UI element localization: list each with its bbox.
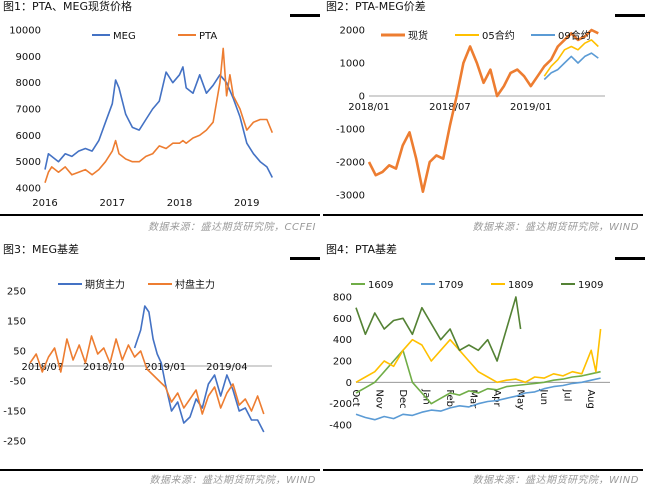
y-tick-label: -1000 [336, 125, 365, 136]
legend-label: 1909 [578, 280, 603, 291]
chart-title: 图1：PTA、MEG现货价格 [3, 0, 132, 13]
legend-label: 1809 [508, 280, 533, 291]
y-tick-label: 8000 [16, 78, 41, 89]
x-tick-label: 2018/01 [348, 102, 390, 113]
chart-title: 图3：MEG基差 [3, 243, 79, 256]
x-tick-label: Oct [350, 389, 361, 406]
y-tick-label: 7000 [16, 105, 41, 116]
panel-pta-meg-spread: 图2：PTA-MEG价差 -3000 -2000 -1000 0 1000 2000 201… [323, 0, 645, 243]
chart-title: 图4：PTA基差 [326, 243, 398, 256]
chart-meg-basis: -250 -150 -50 50 150 250 2018/07 2018/10 2019/01… [3, 278, 272, 448]
y-tick-label: 1000 [340, 59, 365, 70]
y-tick-label: -200 [329, 399, 352, 410]
x-tick-label: Dec [397, 389, 408, 408]
x-tick-label: 2019/04 [206, 362, 248, 373]
y-tick-label: 200 [333, 357, 352, 368]
y-tick-label: 10000 [9, 26, 41, 37]
series-line-1709 [355, 377, 601, 421]
y-tick-label: 0 [346, 378, 352, 389]
legend-label: 1609 [368, 280, 393, 291]
series-line-现货 [367, 28, 599, 193]
x-tick-label: 2018/07 [429, 102, 471, 113]
y-tick-label: -2000 [336, 158, 365, 169]
x-tick-label: 2017 [100, 198, 125, 209]
legend-label: 村盘主力 [175, 278, 215, 291]
x-tick-label: Nov [374, 389, 385, 409]
chart-meg-pta-price: 4000 5000 6000 7000 8000 9000 10000 2016 2017 201… [9, 26, 274, 209]
y-tick-label: 9000 [16, 52, 41, 63]
y-tick-label: 400 [333, 335, 352, 346]
series-line-村盘主力 [29, 335, 265, 415]
x-tick-label: 2018/10 [83, 362, 125, 373]
x-tick-label: Aug [585, 389, 596, 409]
y-tick-label: -400 [329, 421, 352, 432]
x-tick-label: 2019/01 [510, 102, 552, 113]
bottom-rule [0, 469, 320, 471]
y-tick-label: 0 [359, 92, 365, 103]
bottom-rule [0, 214, 320, 216]
x-tick-label: Feb [444, 389, 455, 407]
title-rule [615, 14, 645, 17]
legend-label: PTA [199, 31, 217, 42]
y-tick-label: 4000 [16, 184, 41, 195]
x-tick-label: 2018 [167, 198, 192, 209]
legend-label: 现货 [408, 29, 428, 42]
source-note: 数据来源：盛达期货研究院，WIND [472, 475, 639, 486]
source-note: 数据来源：盛达期货研究院，CCFEI [148, 222, 316, 233]
title-rule [290, 257, 320, 260]
x-tick-label: Apr [491, 389, 502, 407]
x-tick-label: Jun [538, 388, 549, 405]
y-tick-label: 5000 [16, 157, 41, 168]
chart-pta-meg-spread: -3000 -2000 -1000 0 1000 2000 2018/01 2018/07 20… [336, 26, 605, 202]
y-tick-label: 50 [13, 347, 26, 358]
x-tick-label: 2018/07 [22, 362, 64, 373]
x-tick-label: 2016 [32, 198, 57, 209]
series-line-期货主力 [133, 305, 265, 433]
y-tick-label: 600 [333, 314, 352, 325]
legend-label: 1709 [438, 280, 463, 291]
chart-title: 图2：PTA-MEG价差 [326, 0, 426, 13]
panel-pta-basis: 图4：PTA基差 -400 -200 0 200 400 600 800 Oct Nov Dec J… [323, 243, 645, 486]
y-tick-label: -3000 [336, 191, 365, 202]
source-note: 数据来源：盛达期货研究院，WIND [472, 222, 639, 233]
title-rule [615, 257, 645, 260]
series-line-09合约 [543, 52, 599, 81]
series-line-1609 [355, 349, 601, 405]
bottom-rule [323, 469, 643, 471]
y-tick-label: -250 [3, 437, 26, 448]
series-line-PTA [44, 47, 274, 183]
y-tick-label: 6000 [16, 131, 41, 142]
x-tick-label: Mar [468, 389, 479, 409]
x-tick-label: 2019 [234, 198, 259, 209]
y-tick-label: 250 [7, 287, 26, 298]
series-line-1909 [355, 296, 522, 362]
series-line-MEG [44, 66, 274, 178]
legend-label: 05合约 [482, 29, 515, 42]
x-tick-label: Jul [562, 388, 573, 401]
legend-label: MEG [113, 31, 136, 42]
y-tick-label: -150 [3, 407, 26, 418]
y-tick-label: -50 [10, 377, 26, 388]
title-rule [290, 14, 320, 17]
legend-label: 09合约 [558, 29, 591, 42]
x-tick-label: 2019/01 [145, 362, 187, 373]
y-tick-label: 150 [7, 317, 26, 328]
x-tick-label: May [515, 389, 526, 410]
panel-meg-basis: 图3：MEG基差 -250 -150 -50 50 150 250 2018/07 2018/… [0, 243, 320, 486]
y-tick-label: 800 [333, 293, 352, 304]
legend-label: 期货主力 [85, 278, 125, 291]
source-note: 数据来源：盛达期货研究院，WIND [149, 475, 316, 486]
bottom-rule [323, 214, 643, 216]
panel-meg-pta-price: 图1：PTA、MEG现货价格 4000 5000 6000 7000 8000 9000 1… [0, 0, 320, 243]
series-line-1809 [355, 328, 602, 384]
y-tick-label: 2000 [340, 26, 365, 37]
series-line-05合约 [543, 39, 599, 77]
